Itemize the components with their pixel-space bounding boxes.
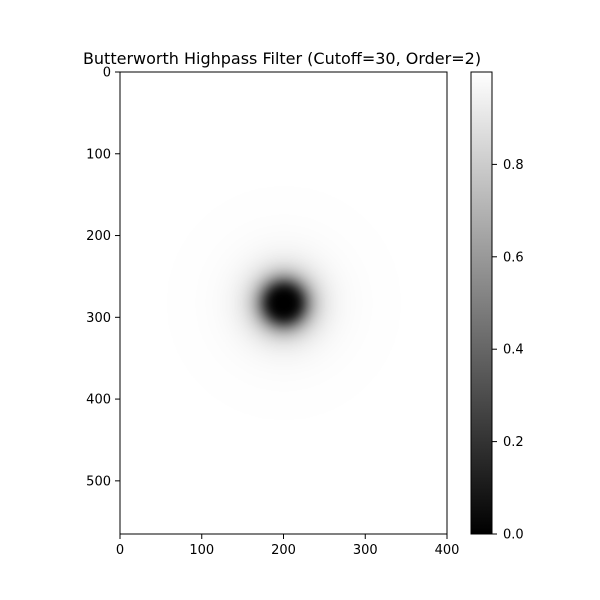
heatmap-plot <box>119 71 448 535</box>
colorbar: 0.0 0.2 0.4 0.6 0.8 <box>470 71 524 543</box>
y-axis: 0 100 200 300 400 500 <box>86 66 120 489</box>
colorbar-tick-label: 0.8 <box>503 158 524 173</box>
x-tick-label: 0 <box>116 543 124 558</box>
y-tick-label: 100 <box>86 147 111 162</box>
colorbar-axis: 0.0 0.2 0.4 0.6 0.8 <box>492 158 524 543</box>
y-tick-label: 500 <box>86 474 111 489</box>
x-axis: 0 100 200 300 400 <box>116 534 460 558</box>
chart-title: Butterworth Highpass Filter (Cutoff=30, … <box>83 49 481 68</box>
colorbar-tick-label: 0.2 <box>503 435 524 450</box>
heatmap-image <box>120 72 447 534</box>
colorbar-tick-label: 0.4 <box>503 343 524 358</box>
x-tick-label: 400 <box>435 543 460 558</box>
y-tick-label: 200 <box>86 229 111 244</box>
y-tick-label: 300 <box>86 311 111 326</box>
y-tick-label: 0 <box>103 66 111 81</box>
colorbar-tick-label: 0.0 <box>503 528 524 543</box>
colorbar-tick-label: 0.6 <box>503 250 524 265</box>
y-tick-label: 400 <box>86 393 111 408</box>
x-tick-label: 100 <box>189 543 214 558</box>
colorbar-frame <box>470 71 493 535</box>
x-tick-label: 300 <box>353 543 378 558</box>
colorbar-gradient <box>471 72 492 534</box>
x-tick-label: 200 <box>271 543 296 558</box>
